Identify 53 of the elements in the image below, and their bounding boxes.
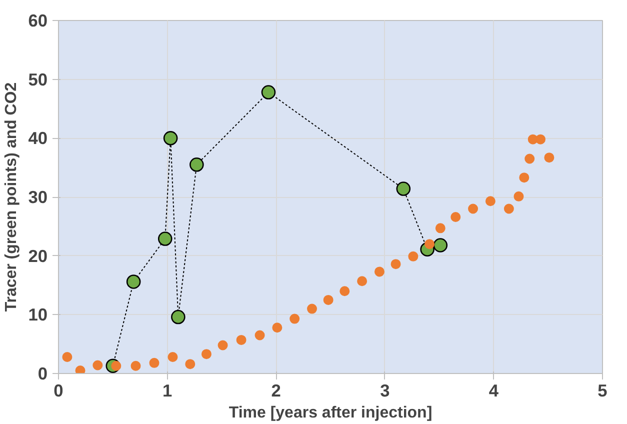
point bbox=[357, 276, 368, 286]
point bbox=[524, 154, 535, 164]
point bbox=[130, 360, 141, 371]
point bbox=[433, 238, 448, 252]
point bbox=[254, 330, 265, 340]
point bbox=[201, 349, 212, 360]
y-tick-label: 60 bbox=[28, 10, 48, 30]
x-axis-title: Time [years after injection] bbox=[228, 404, 432, 422]
x-tick-label: 3 bbox=[380, 380, 390, 400]
x-tick-label: 0 bbox=[54, 380, 64, 400]
point bbox=[390, 259, 401, 270]
point bbox=[468, 204, 478, 214]
point bbox=[504, 204, 514, 214]
point bbox=[485, 196, 496, 206]
point bbox=[218, 340, 228, 350]
point bbox=[236, 334, 246, 345]
y-tick-label: 10 bbox=[28, 304, 48, 325]
point bbox=[535, 134, 546, 144]
y-tick-label: 0 bbox=[38, 364, 48, 384]
point bbox=[168, 352, 178, 362]
point bbox=[290, 314, 300, 324]
point bbox=[149, 358, 160, 368]
x-tick-label: 2 bbox=[271, 380, 281, 400]
point bbox=[272, 322, 282, 333]
point bbox=[62, 352, 72, 362]
point bbox=[374, 266, 384, 277]
point bbox=[92, 360, 103, 370]
point bbox=[323, 294, 334, 305]
point bbox=[396, 182, 411, 196]
point bbox=[261, 85, 276, 100]
point bbox=[158, 232, 172, 246]
point bbox=[519, 172, 530, 183]
y-tick-label: 30 bbox=[28, 187, 48, 207]
point bbox=[75, 366, 86, 374]
point bbox=[544, 152, 554, 163]
point bbox=[190, 158, 204, 172]
y-tick-label: 20 bbox=[28, 246, 48, 266]
point bbox=[514, 191, 524, 202]
x-tick-label: 1 bbox=[162, 380, 172, 400]
x-tick-label: 5 bbox=[598, 380, 608, 400]
point bbox=[185, 359, 196, 370]
y-axis-title: Tracer (green points) and CO2 bbox=[3, 82, 20, 312]
point bbox=[340, 286, 350, 296]
y-tick-label: 40 bbox=[28, 128, 48, 148]
point bbox=[435, 223, 446, 234]
point bbox=[450, 212, 461, 222]
point bbox=[408, 251, 418, 262]
point bbox=[171, 310, 186, 324]
point bbox=[307, 304, 318, 314]
point bbox=[163, 131, 178, 146]
point bbox=[126, 274, 141, 289]
y-tick-label: 50 bbox=[28, 69, 48, 90]
x-tick-label: 4 bbox=[488, 380, 499, 400]
